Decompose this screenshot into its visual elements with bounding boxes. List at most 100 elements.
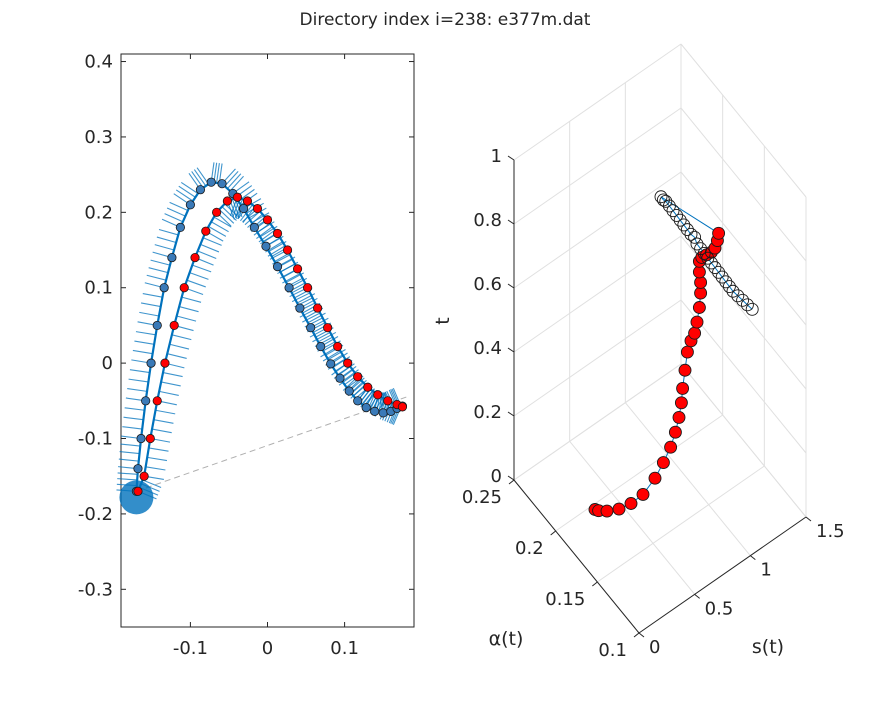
- black-3d-marker: [684, 227, 698, 241]
- t-tick-mark: [507, 475, 515, 481]
- black-3d-marker: [694, 242, 708, 256]
- t-tick-mark: [507, 411, 515, 417]
- black-3d-marker: [688, 230, 702, 244]
- black-3d-marker: [745, 302, 759, 316]
- alpha-tick-mark: [550, 530, 556, 536]
- inner-marker: [323, 323, 333, 333]
- inner-marker: [343, 358, 353, 368]
- red-3d-marker: [674, 396, 688, 410]
- black-3d-marker: [736, 293, 750, 307]
- black-3d-marker: [662, 199, 676, 213]
- t-tick-mark: [507, 347, 515, 353]
- x-tick-label: 0.1: [330, 638, 359, 659]
- outer-marker: [261, 241, 271, 251]
- black-3d-marker: [715, 270, 729, 284]
- grid-line: [624, 402, 751, 556]
- grid-line: [680, 107, 807, 262]
- outer-marker: [141, 396, 151, 406]
- red-3d-marker: [692, 301, 706, 314]
- quiver-arrow: [312, 331, 331, 343]
- grid-line: [680, 43, 807, 198]
- red-3d-marker: [688, 326, 702, 340]
- quiver-arrow: [224, 170, 239, 187]
- black-3d-marker: [726, 284, 740, 298]
- quiver-arrow: [129, 369, 150, 374]
- alpha-axis-label: α(t): [489, 628, 524, 650]
- grid-line: [680, 171, 807, 326]
- inner-marker: [133, 486, 143, 496]
- inner-marker: [302, 283, 313, 293]
- outer-marker: [249, 222, 259, 233]
- inner-marker: [383, 396, 393, 406]
- s-tick-label: 0.5: [705, 598, 734, 619]
- outer-marker: [370, 406, 380, 416]
- grid-line: [513, 171, 682, 289]
- outer-marker: [152, 320, 162, 331]
- black-3d-marker: [666, 204, 680, 218]
- quiver-arrow: [139, 311, 160, 317]
- t-tick-mark: [507, 283, 515, 289]
- quiver-arrow: [124, 407, 145, 411]
- s-tick-mark: [694, 593, 700, 599]
- t-tick-label: 0: [491, 466, 502, 487]
- quiver-arrow: [213, 216, 232, 228]
- outer-marker: [206, 177, 216, 187]
- alpha-tick-mark: [508, 479, 515, 485]
- outer-marker: [361, 403, 371, 413]
- outer-marker: [295, 303, 305, 313]
- outer-marker: [146, 358, 156, 368]
- alpha-axis-line: [513, 479, 640, 634]
- alpha-tick-label: 0.15: [545, 589, 585, 610]
- y-tick-label: 0.3: [84, 127, 113, 148]
- inner-marker: [179, 283, 189, 293]
- quiver-arrow: [120, 443, 141, 447]
- quiver-arrow: [226, 173, 242, 189]
- quiver-arrow: [247, 213, 263, 228]
- quiver-arrow: [119, 451, 140, 455]
- right-3d-plot: [588, 190, 759, 518]
- left-plot: [116, 162, 408, 515]
- s-tick-mark: [805, 516, 812, 522]
- outer-marker: [335, 373, 345, 383]
- quiver-arrow: [169, 343, 190, 350]
- quiver-arrow: [338, 372, 356, 386]
- chord-line: [136, 396, 407, 492]
- quiver-arrow: [150, 259, 171, 266]
- inner-marker: [313, 303, 323, 313]
- inner-marker: [222, 196, 233, 206]
- outer-marker: [185, 200, 195, 210]
- inner-marker: [212, 207, 222, 217]
- quiver-arrow: [142, 292, 163, 298]
- quiver-arrow: [302, 312, 321, 323]
- black-3d-marker: [680, 223, 694, 237]
- quiver-arrow: [332, 356, 351, 368]
- quiver-arrow: [154, 244, 175, 251]
- quiver-arrow: [122, 426, 143, 430]
- black-3d-marker: [701, 251, 715, 265]
- black-3d-marker: [722, 280, 736, 293]
- quiver-arrow: [142, 479, 162, 489]
- y-tick-label: 0.4: [84, 52, 113, 73]
- quiver-arrow: [244, 210, 261, 226]
- grid-line: [597, 465, 765, 583]
- black-3d-marker: [731, 289, 745, 303]
- inner-marker: [292, 264, 303, 274]
- quiver-arrow: [210, 221, 229, 233]
- s-tick-label: 1: [760, 560, 771, 581]
- red-3d-marker: [672, 410, 686, 424]
- t-tick-label: 1: [491, 146, 502, 167]
- grid-line: [513, 43, 682, 161]
- quiver-arrow: [181, 296, 202, 303]
- y-tick-label: 0.1: [84, 278, 113, 299]
- black-3d-marker: [704, 256, 718, 270]
- inner-marker: [397, 402, 408, 412]
- y-tick-label: -0.1: [78, 429, 113, 450]
- quiver-arrow: [197, 250, 217, 260]
- quiver-arrow: [135, 331, 156, 336]
- red-3d-marker: [676, 381, 690, 395]
- t-tick-mark: [507, 155, 515, 161]
- black-3d-marker: [740, 298, 754, 312]
- quiver-arrow: [128, 378, 149, 383]
- quiver-arrow: [164, 213, 184, 223]
- figure-title: Directory index i=238: e377m.dat: [300, 10, 591, 30]
